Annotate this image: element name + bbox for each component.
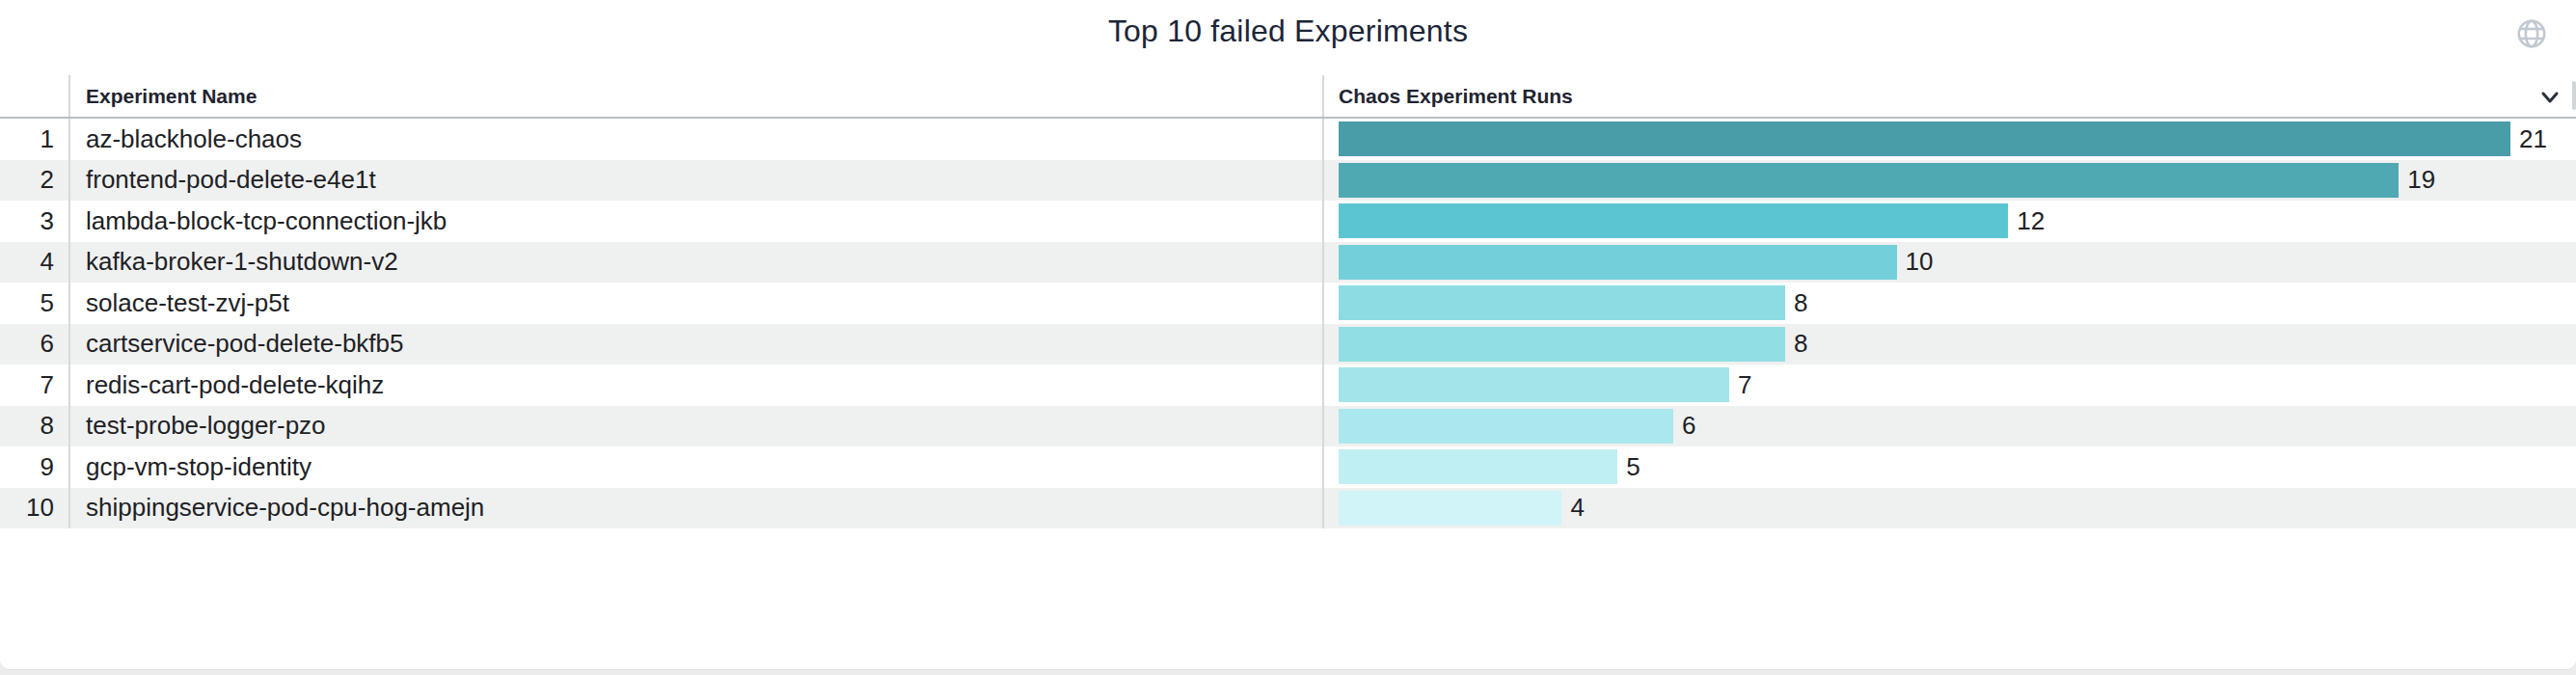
runs-bar [1339,367,1729,402]
experiment-name: kafka-broker-1-shutdown-v2 [68,242,1322,284]
experiment-name: lambda-block-tcp-connection-jkb [68,201,1322,242]
experiment-name: az-blackhole-chaos [68,119,1322,160]
runs-bar [1339,449,1617,484]
experiment-name: cartservice-pod-delete-bkfb5 [68,324,1322,365]
experiment-name: gcp-vm-stop-identity [68,446,1322,488]
runs-header-label: Chaos Experiment Runs [1339,85,1573,108]
runs-value: 19 [2407,165,2435,195]
experiment-name: frontend-pod-delete-e4e1t [68,160,1322,202]
experiment-name: test-probe-logger-pzo [68,406,1322,447]
globe-icon[interactable] [2516,18,2547,49]
experiment-name: solace-test-zvj-p5t [68,283,1322,324]
runs-bar [1339,122,2510,156]
table-row: 2 frontend-pod-delete-e4e1t 19 [0,160,2576,202]
runs-cell: 4 [1322,488,2576,529]
table-row: 6 cartservice-pod-delete-bkfb5 8 [0,324,2576,365]
runs-bar [1339,163,2399,198]
runs-value: 7 [1738,370,1751,400]
runs-cell: 7 [1322,364,2576,406]
row-rank: 6 [0,324,68,365]
table-row: 3 lambda-block-tcp-connection-jkb 12 [0,201,2576,242]
runs-bar [1339,409,1673,444]
table-header: Experiment Name Chaos Experiment Runs [0,75,2576,119]
chevron-down-icon[interactable] [2537,85,2562,110]
runs-bar [1339,203,2008,238]
runs-value: 8 [1794,329,1807,359]
chart-title: Top 10 failed Experiments [0,14,2576,49]
table-row: 5 solace-test-zvj-p5t 8 [0,283,2576,324]
runs-value: 6 [1682,411,1695,441]
table-row: 10 shippingservice-pod-cpu-hog-amejn 4 [0,488,2576,529]
row-rank: 5 [0,283,68,324]
runs-cell: 12 [1322,201,2576,242]
runs-cell: 21 [1322,119,2576,160]
chart-card: Top 10 failed Experiments Experiment Nam… [0,0,2576,670]
row-rank: 10 [0,488,68,529]
table-body: 1 az-blackhole-chaos 21 2 frontend-pod-d… [0,119,2576,528]
row-rank: 8 [0,406,68,447]
table-row: 9 gcp-vm-stop-identity 5 [0,446,2576,488]
table-row: 8 test-probe-logger-pzo 6 [0,406,2576,447]
row-rank: 4 [0,242,68,284]
row-rank: 2 [0,160,68,202]
title-area: Top 10 failed Experiments [0,0,2576,75]
runs-value: 10 [1906,247,1934,277]
row-rank: 1 [0,119,68,160]
runs-bar [1339,327,1785,362]
runs-value: 12 [2017,206,2045,236]
runs-cell: 8 [1322,283,2576,324]
runs-cell: 8 [1322,324,2576,365]
experiment-name: redis-cart-pod-delete-kqihz [68,364,1322,406]
runs-cell: 10 [1322,242,2576,284]
runs-cell: 19 [1322,160,2576,202]
column-header-chaos-experiment-runs[interactable]: Chaos Experiment Runs [1322,75,2576,117]
experiment-name-header-label: Experiment Name [86,85,257,108]
row-rank: 3 [0,201,68,242]
table-row: 4 kafka-broker-1-shutdown-v2 10 [0,242,2576,284]
runs-value: 4 [1570,493,1584,523]
runs-bar [1339,245,1897,280]
runs-bar [1339,491,1561,526]
row-rank: 7 [0,364,68,406]
row-rank: 9 [0,446,68,488]
column-header-experiment-name[interactable]: Experiment Name [68,75,1322,117]
column-header-rank [0,75,68,117]
scrollbar-thumb[interactable] [2572,81,2576,110]
runs-cell: 6 [1322,406,2576,447]
experiment-name: shippingservice-pod-cpu-hog-amejn [68,488,1322,529]
table-row: 1 az-blackhole-chaos 21 [0,119,2576,160]
runs-bar [1339,285,1785,320]
runs-value: 21 [2519,124,2547,154]
runs-value: 5 [1626,452,1640,482]
table-row: 7 redis-cart-pod-delete-kqihz 7 [0,364,2576,406]
runs-cell: 5 [1322,446,2576,488]
runs-value: 8 [1794,288,1807,318]
